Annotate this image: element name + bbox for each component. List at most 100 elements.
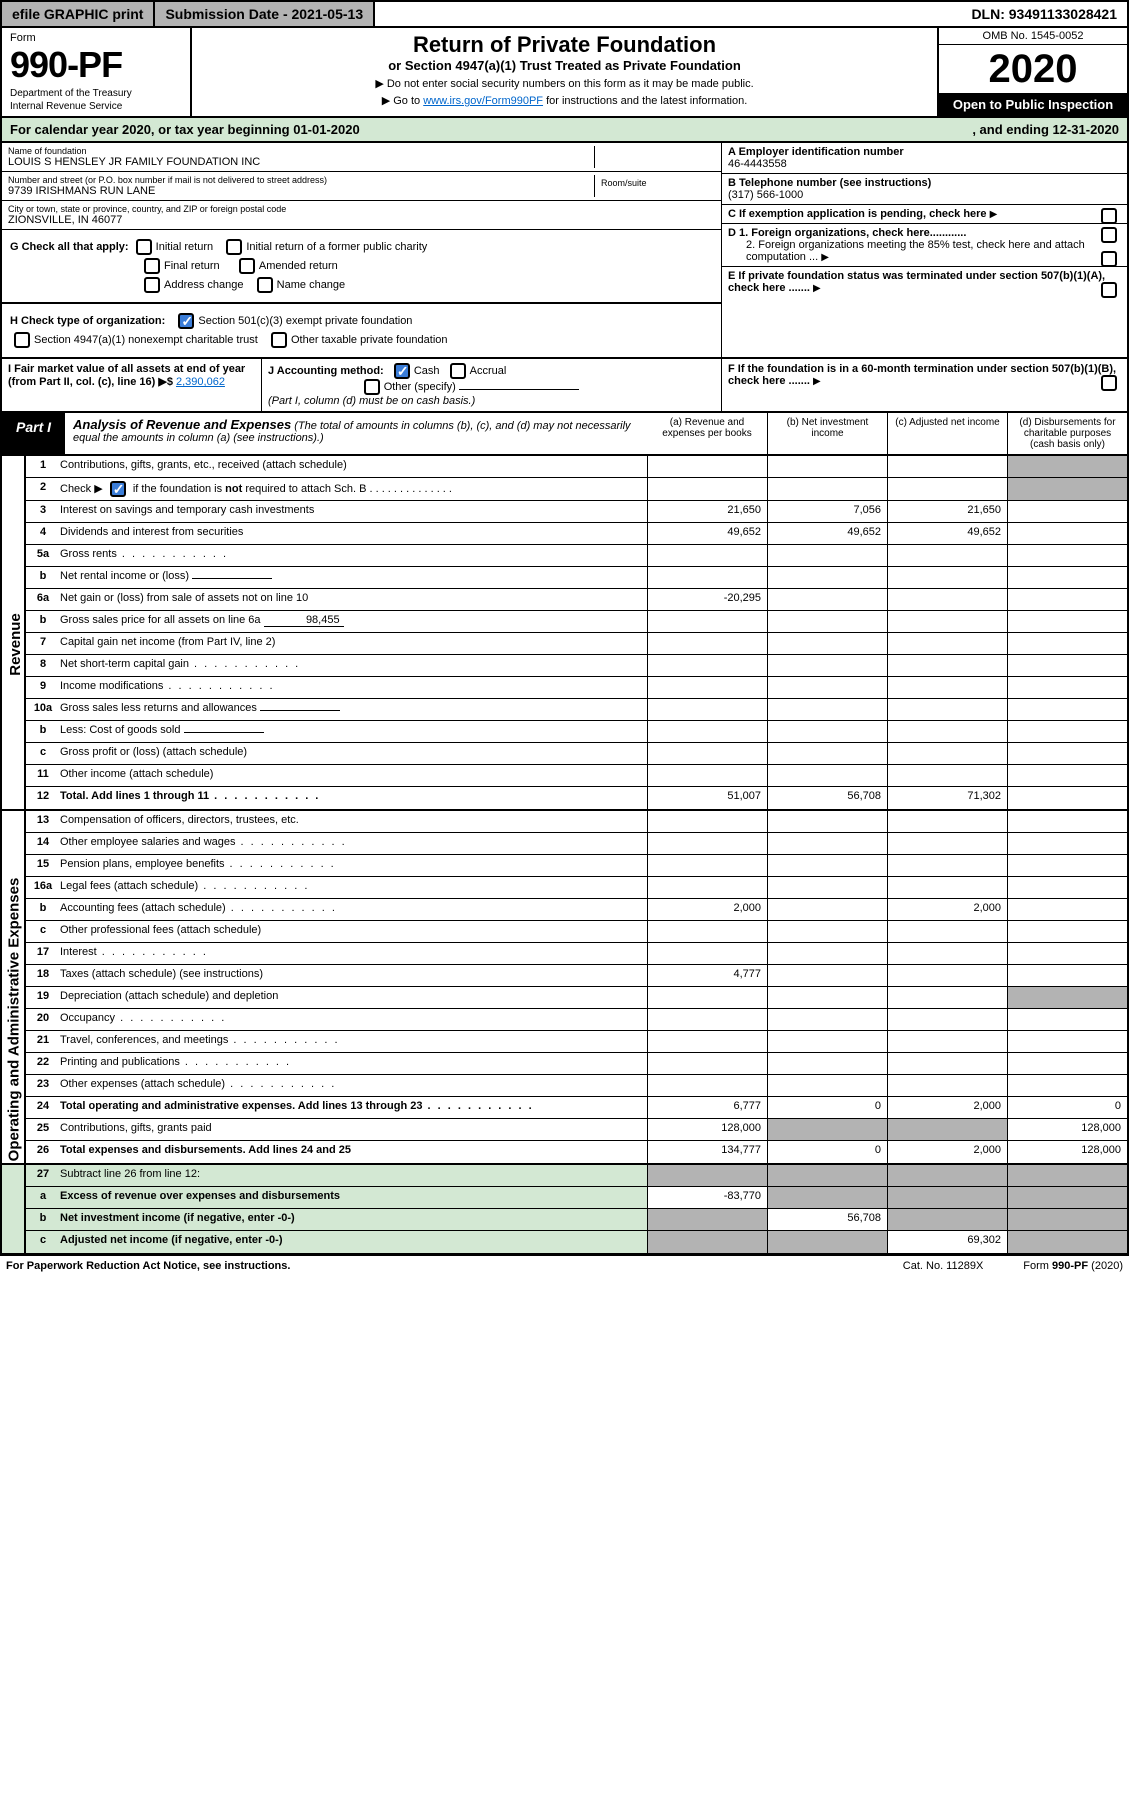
table-row: 15Pension plans, employee benefits <box>26 855 1127 877</box>
cell-a <box>647 545 767 566</box>
table-row: cOther professional fees (attach schedul… <box>26 921 1127 943</box>
d2-checkbox[interactable] <box>1101 251 1117 267</box>
cell-c <box>887 965 1007 986</box>
line-number: b <box>26 1209 60 1230</box>
cell-b <box>767 721 887 742</box>
col-a: (a) Revenue and expenses per books <box>647 413 767 454</box>
table-row: bGross sales price for all assets on lin… <box>26 611 1127 633</box>
cell-d <box>1007 567 1127 588</box>
cell-d <box>1007 787 1127 809</box>
cell-a <box>647 721 767 742</box>
cell-b <box>767 833 887 854</box>
final-return-checkbox[interactable] <box>144 258 160 274</box>
d1-checkbox[interactable] <box>1101 227 1117 243</box>
efile-button[interactable]: efile GRAPHIC print <box>2 2 155 26</box>
h1: Section 501(c)(3) exempt private foundat… <box>198 315 412 327</box>
cell-c <box>887 833 1007 854</box>
table-row: 27Subtract line 26 from line 12: <box>26 1165 1127 1187</box>
501c3-checkbox[interactable] <box>178 313 194 329</box>
cell-b <box>767 1187 887 1208</box>
j-label: J Accounting method: <box>268 365 384 377</box>
amended-checkbox[interactable] <box>239 258 255 274</box>
cell-d: 128,000 <box>1007 1141 1127 1163</box>
form-number: 990-PF <box>10 44 182 86</box>
h3: Other taxable private foundation <box>291 334 448 346</box>
cell-a <box>647 765 767 786</box>
cell-a <box>647 1009 767 1030</box>
initial-former-checkbox[interactable] <box>226 239 242 255</box>
other-taxable-checkbox[interactable] <box>271 332 287 348</box>
line-number: 3 <box>26 501 60 522</box>
table-row: 14Other employee salaries and wages <box>26 833 1127 855</box>
other-checkbox[interactable] <box>364 379 380 395</box>
cell-c <box>887 456 1007 477</box>
cell-d <box>1007 833 1127 854</box>
irs: Internal Revenue Service <box>10 101 182 112</box>
line-text: Travel, conferences, and meetings <box>60 1031 647 1052</box>
cash-checkbox[interactable] <box>394 363 410 379</box>
ein-label: A Employer identification number <box>728 146 1121 158</box>
submission-date: Submission Date - 2021-05-13 <box>155 2 375 26</box>
cell-c: 49,652 <box>887 523 1007 544</box>
line-text: Taxes (attach schedule) (see instruction… <box>60 965 647 986</box>
line-text: Adjusted net income (if negative, enter … <box>60 1231 647 1253</box>
cell-c <box>887 699 1007 720</box>
cell-b <box>767 899 887 920</box>
table-row: 10aGross sales less returns and allowanc… <box>26 699 1127 721</box>
cell-c <box>887 1009 1007 1030</box>
cell-b: 56,708 <box>767 787 887 809</box>
cell-c <box>887 589 1007 610</box>
line-number: 1 <box>26 456 60 477</box>
accrual-checkbox[interactable] <box>450 363 466 379</box>
cell-a: -83,770 <box>647 1187 767 1208</box>
4947-checkbox[interactable] <box>14 332 30 348</box>
cell-b <box>767 921 887 942</box>
cell-d: 128,000 <box>1007 1119 1127 1140</box>
arrow-icon <box>821 251 829 263</box>
cell-b <box>767 545 887 566</box>
line-text: Interest <box>60 943 647 964</box>
table-row: 23Other expenses (attach schedule) <box>26 1075 1127 1097</box>
info-block: Name of foundation LOUIS S HENSLEY JR FA… <box>0 143 1129 358</box>
g2: Initial return of a former public charit… <box>246 241 427 253</box>
cell-c <box>887 633 1007 654</box>
initial-return-checkbox[interactable] <box>136 239 152 255</box>
cell-d: 0 <box>1007 1097 1127 1118</box>
cell-a: 51,007 <box>647 787 767 809</box>
line-text: Depreciation (attach schedule) and deple… <box>60 987 647 1008</box>
cell-a <box>647 833 767 854</box>
form-link[interactable]: www.irs.gov/Form990PF <box>423 95 543 107</box>
cell-c <box>887 1119 1007 1140</box>
col-b: (b) Net investment income <box>767 413 887 454</box>
table-row: 7Capital gain net income (from Part IV, … <box>26 633 1127 655</box>
c-checkbox[interactable] <box>1101 208 1117 224</box>
cell-d <box>1007 1165 1127 1186</box>
line-text: Contributions, gifts, grants paid <box>60 1119 647 1140</box>
cell-c: 2,000 <box>887 1141 1007 1163</box>
address-change-checkbox[interactable] <box>144 277 160 293</box>
line-number: 27 <box>26 1165 60 1186</box>
cell-b: 7,056 <box>767 501 887 522</box>
f-checkbox[interactable] <box>1101 375 1117 391</box>
c-text: C If exemption application is pending, c… <box>728 208 987 220</box>
e-checkbox[interactable] <box>1101 282 1117 298</box>
cell-d <box>1007 545 1127 566</box>
g3: Final return <box>164 260 220 272</box>
j-note: (Part I, column (d) must be on cash basi… <box>268 395 475 407</box>
line-number: 4 <box>26 523 60 544</box>
fmv-value[interactable]: 2,390,062 <box>176 376 225 388</box>
name-change-checkbox[interactable] <box>257 277 273 293</box>
schb-checkbox[interactable] <box>110 481 126 497</box>
cell-a <box>647 987 767 1008</box>
line-number: 24 <box>26 1097 60 1118</box>
table-row: 8Net short-term capital gain <box>26 655 1127 677</box>
cell-d <box>1007 877 1127 898</box>
cell-d <box>1007 1187 1127 1208</box>
cell-c <box>887 478 1007 500</box>
cell-d <box>1007 743 1127 764</box>
cell-d <box>1007 1053 1127 1074</box>
cell-d <box>1007 921 1127 942</box>
cell-b <box>767 943 887 964</box>
cell-d <box>1007 478 1127 500</box>
table-row: 3Interest on savings and temporary cash … <box>26 501 1127 523</box>
